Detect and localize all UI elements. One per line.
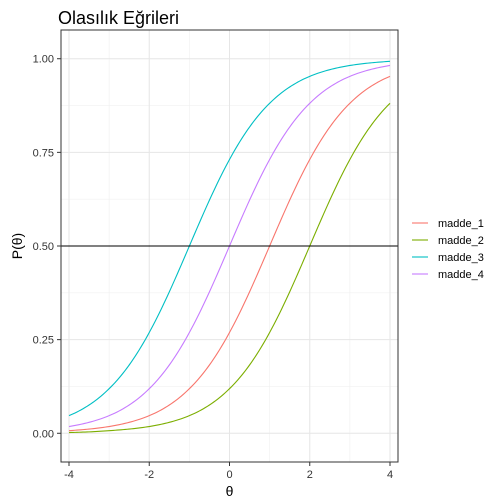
- x-tick-label: 0: [226, 469, 232, 481]
- x-axis-title: θ: [226, 483, 234, 499]
- y-tick-label: 0.75: [33, 147, 54, 159]
- x-tick-label: 4: [387, 469, 393, 481]
- legend-label-madde_1: madde_1: [438, 218, 484, 230]
- series-line-madde_2: [68, 102, 391, 434]
- y-tick-label: 1.00: [33, 54, 54, 66]
- x-tick-label: -4: [64, 469, 74, 481]
- y-axis-ticks: 0.00 0.25 0.50 0.75 1.00: [33, 54, 61, 440]
- y-tick-label: 0.00: [33, 428, 54, 440]
- y-tick-label: 0.50: [33, 241, 54, 253]
- legend-label-madde_2: madde_2: [438, 235, 484, 247]
- series-line-madde_1: [68, 75, 391, 432]
- y-tick-label: 0.25: [33, 335, 54, 347]
- y-axis-title: P(θ): [9, 233, 25, 259]
- x-tick-label: -2: [144, 469, 154, 481]
- legend: madde_1 madde_2 madde_3 madde_4: [412, 218, 484, 281]
- x-axis-ticks: -4 -2 0 2 4: [64, 462, 393, 481]
- series-line-madde_3: [68, 60, 391, 417]
- legend-label-madde_3: madde_3: [438, 252, 484, 264]
- chart-title: Olasılık Eğrileri: [58, 8, 179, 28]
- x-tick-label: 2: [307, 469, 313, 481]
- legend-label-madde_4: madde_4: [438, 269, 484, 281]
